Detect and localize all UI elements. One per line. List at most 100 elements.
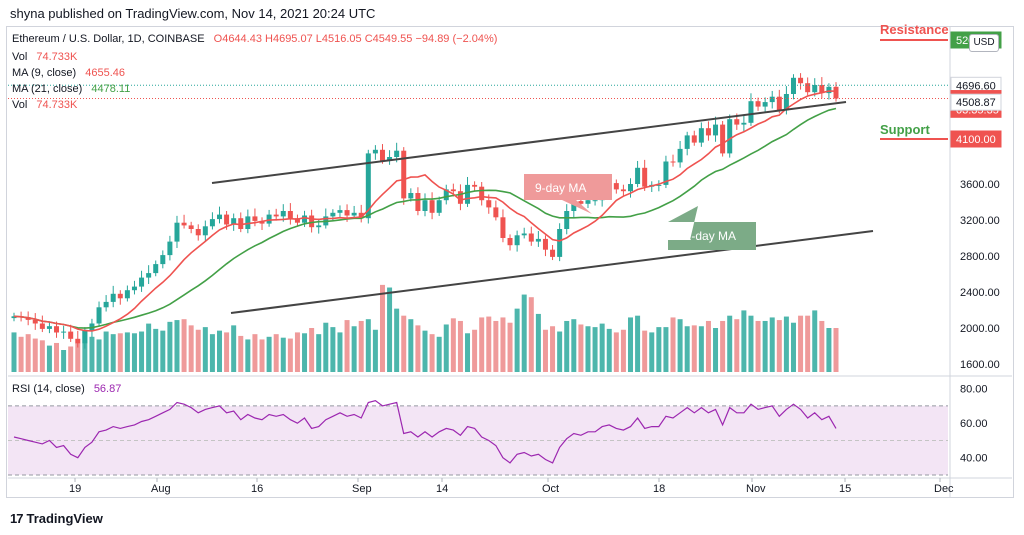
volume-bar: [443, 324, 449, 372]
candle-body: [479, 186, 485, 201]
volume-bar: [82, 329, 88, 372]
currency-button[interactable]: USD: [969, 34, 999, 52]
channel-upper-trendline: [211, 101, 847, 184]
candle-body: [535, 238, 541, 242]
candle-body: [351, 212, 357, 216]
volume-bar: [323, 322, 329, 372]
candle-body: [46, 326, 52, 329]
volume-bar: [805, 315, 811, 372]
candle-body: [217, 214, 222, 220]
volume-bar: [472, 329, 478, 372]
vol2-label: Vol: [12, 99, 28, 111]
volume-bar: [465, 333, 471, 372]
volume-bar: [698, 326, 704, 372]
candle-body: [819, 85, 825, 94]
resistance-label: Resistance: [880, 22, 949, 37]
rsi-tick-label: 60.00: [960, 418, 988, 430]
candle-body: [195, 229, 201, 236]
candle-body: [139, 277, 145, 287]
candle-body: [188, 225, 194, 229]
price-tick-label: 2000.00: [960, 323, 1000, 335]
candle-body: [160, 255, 166, 265]
volume-bar: [670, 317, 676, 372]
volume-bar: [649, 332, 655, 372]
volume-bar: [713, 328, 719, 372]
time-tick-label: 16: [251, 483, 263, 495]
volume-bar: [812, 310, 818, 372]
candle-body: [585, 200, 591, 204]
time-tick-label: Aug: [151, 483, 171, 495]
volume-bar: [415, 325, 421, 372]
candle-body: [571, 201, 577, 211]
volume-bar: [351, 326, 357, 372]
candle-body: [472, 184, 478, 187]
candle-body: [231, 218, 237, 225]
volume-bar: [245, 339, 251, 372]
candle-body: [620, 189, 626, 192]
volume-bar: [89, 336, 95, 372]
volume-bar: [691, 325, 697, 372]
candle-body: [450, 189, 456, 192]
candle-body: [656, 184, 662, 186]
volume-bar: [819, 320, 825, 372]
time-tick-label: Sep: [352, 483, 372, 495]
volume-bar: [684, 326, 690, 372]
candle-body: [153, 264, 159, 274]
candle-body: [635, 167, 641, 184]
candle-body: [550, 249, 556, 257]
volume-bar: [209, 334, 215, 372]
volume-bar: [705, 320, 711, 372]
symbol-title: Ethereum / U.S. Dollar, 1D, COINBASE: [12, 33, 205, 45]
volume-bar: [252, 334, 258, 372]
volume-bar: [188, 325, 194, 372]
candle-body: [493, 207, 499, 218]
volume-bar: [479, 317, 485, 372]
time-tick-label: 18: [653, 483, 665, 495]
volume-bar: [578, 324, 584, 372]
ma9-value: 4655.46: [85, 67, 126, 79]
volume-bar: [124, 332, 130, 372]
rsi-label: RSI (14, close): [12, 383, 85, 395]
volume-bar: [557, 331, 563, 372]
volume-bar: [167, 321, 173, 372]
volume-bar: [769, 317, 775, 372]
time-tick-label: 14: [436, 483, 448, 495]
candle-body: [429, 200, 435, 213]
price-tick-label: 2800.00: [960, 251, 1000, 263]
candle-body: [103, 301, 109, 308]
candle-body: [245, 216, 251, 229]
time-tick-label: 19: [69, 483, 81, 495]
rsi-value: 56.87: [93, 383, 122, 395]
volume-bar: [436, 336, 442, 372]
volume-bar: [25, 334, 31, 372]
candle-body: [167, 241, 173, 256]
volume-bar: [720, 320, 726, 372]
publish-info: shyna published on TradingView.com, Nov …: [10, 6, 376, 21]
volume-bar: [302, 333, 308, 372]
candle-body: [670, 161, 676, 163]
candle-body: [762, 102, 768, 107]
volume-bar: [54, 342, 60, 372]
volume-bar: [429, 334, 435, 372]
candle-body: [564, 211, 570, 229]
volume-bar: [635, 315, 641, 372]
volume-bar: [762, 320, 768, 372]
volume-bar: [564, 320, 570, 372]
candle-body: [705, 128, 711, 136]
candle-body: [294, 218, 300, 223]
volume-bar: [606, 328, 612, 372]
vol-value: 74.733K: [36, 51, 78, 63]
candle-body: [39, 323, 45, 329]
candle-body: [443, 189, 449, 201]
candle-body: [415, 193, 421, 211]
candle-body: [344, 210, 350, 216]
volume-bar: [450, 318, 456, 372]
candle-body: [302, 215, 308, 223]
candle-body: [372, 149, 378, 154]
volume-bar: [46, 345, 52, 372]
brand-name: TradingView: [26, 511, 103, 526]
volume-bar: [287, 338, 293, 372]
legend-volume-row: Vol 74.733K: [12, 51, 77, 63]
candle-body: [330, 212, 336, 217]
